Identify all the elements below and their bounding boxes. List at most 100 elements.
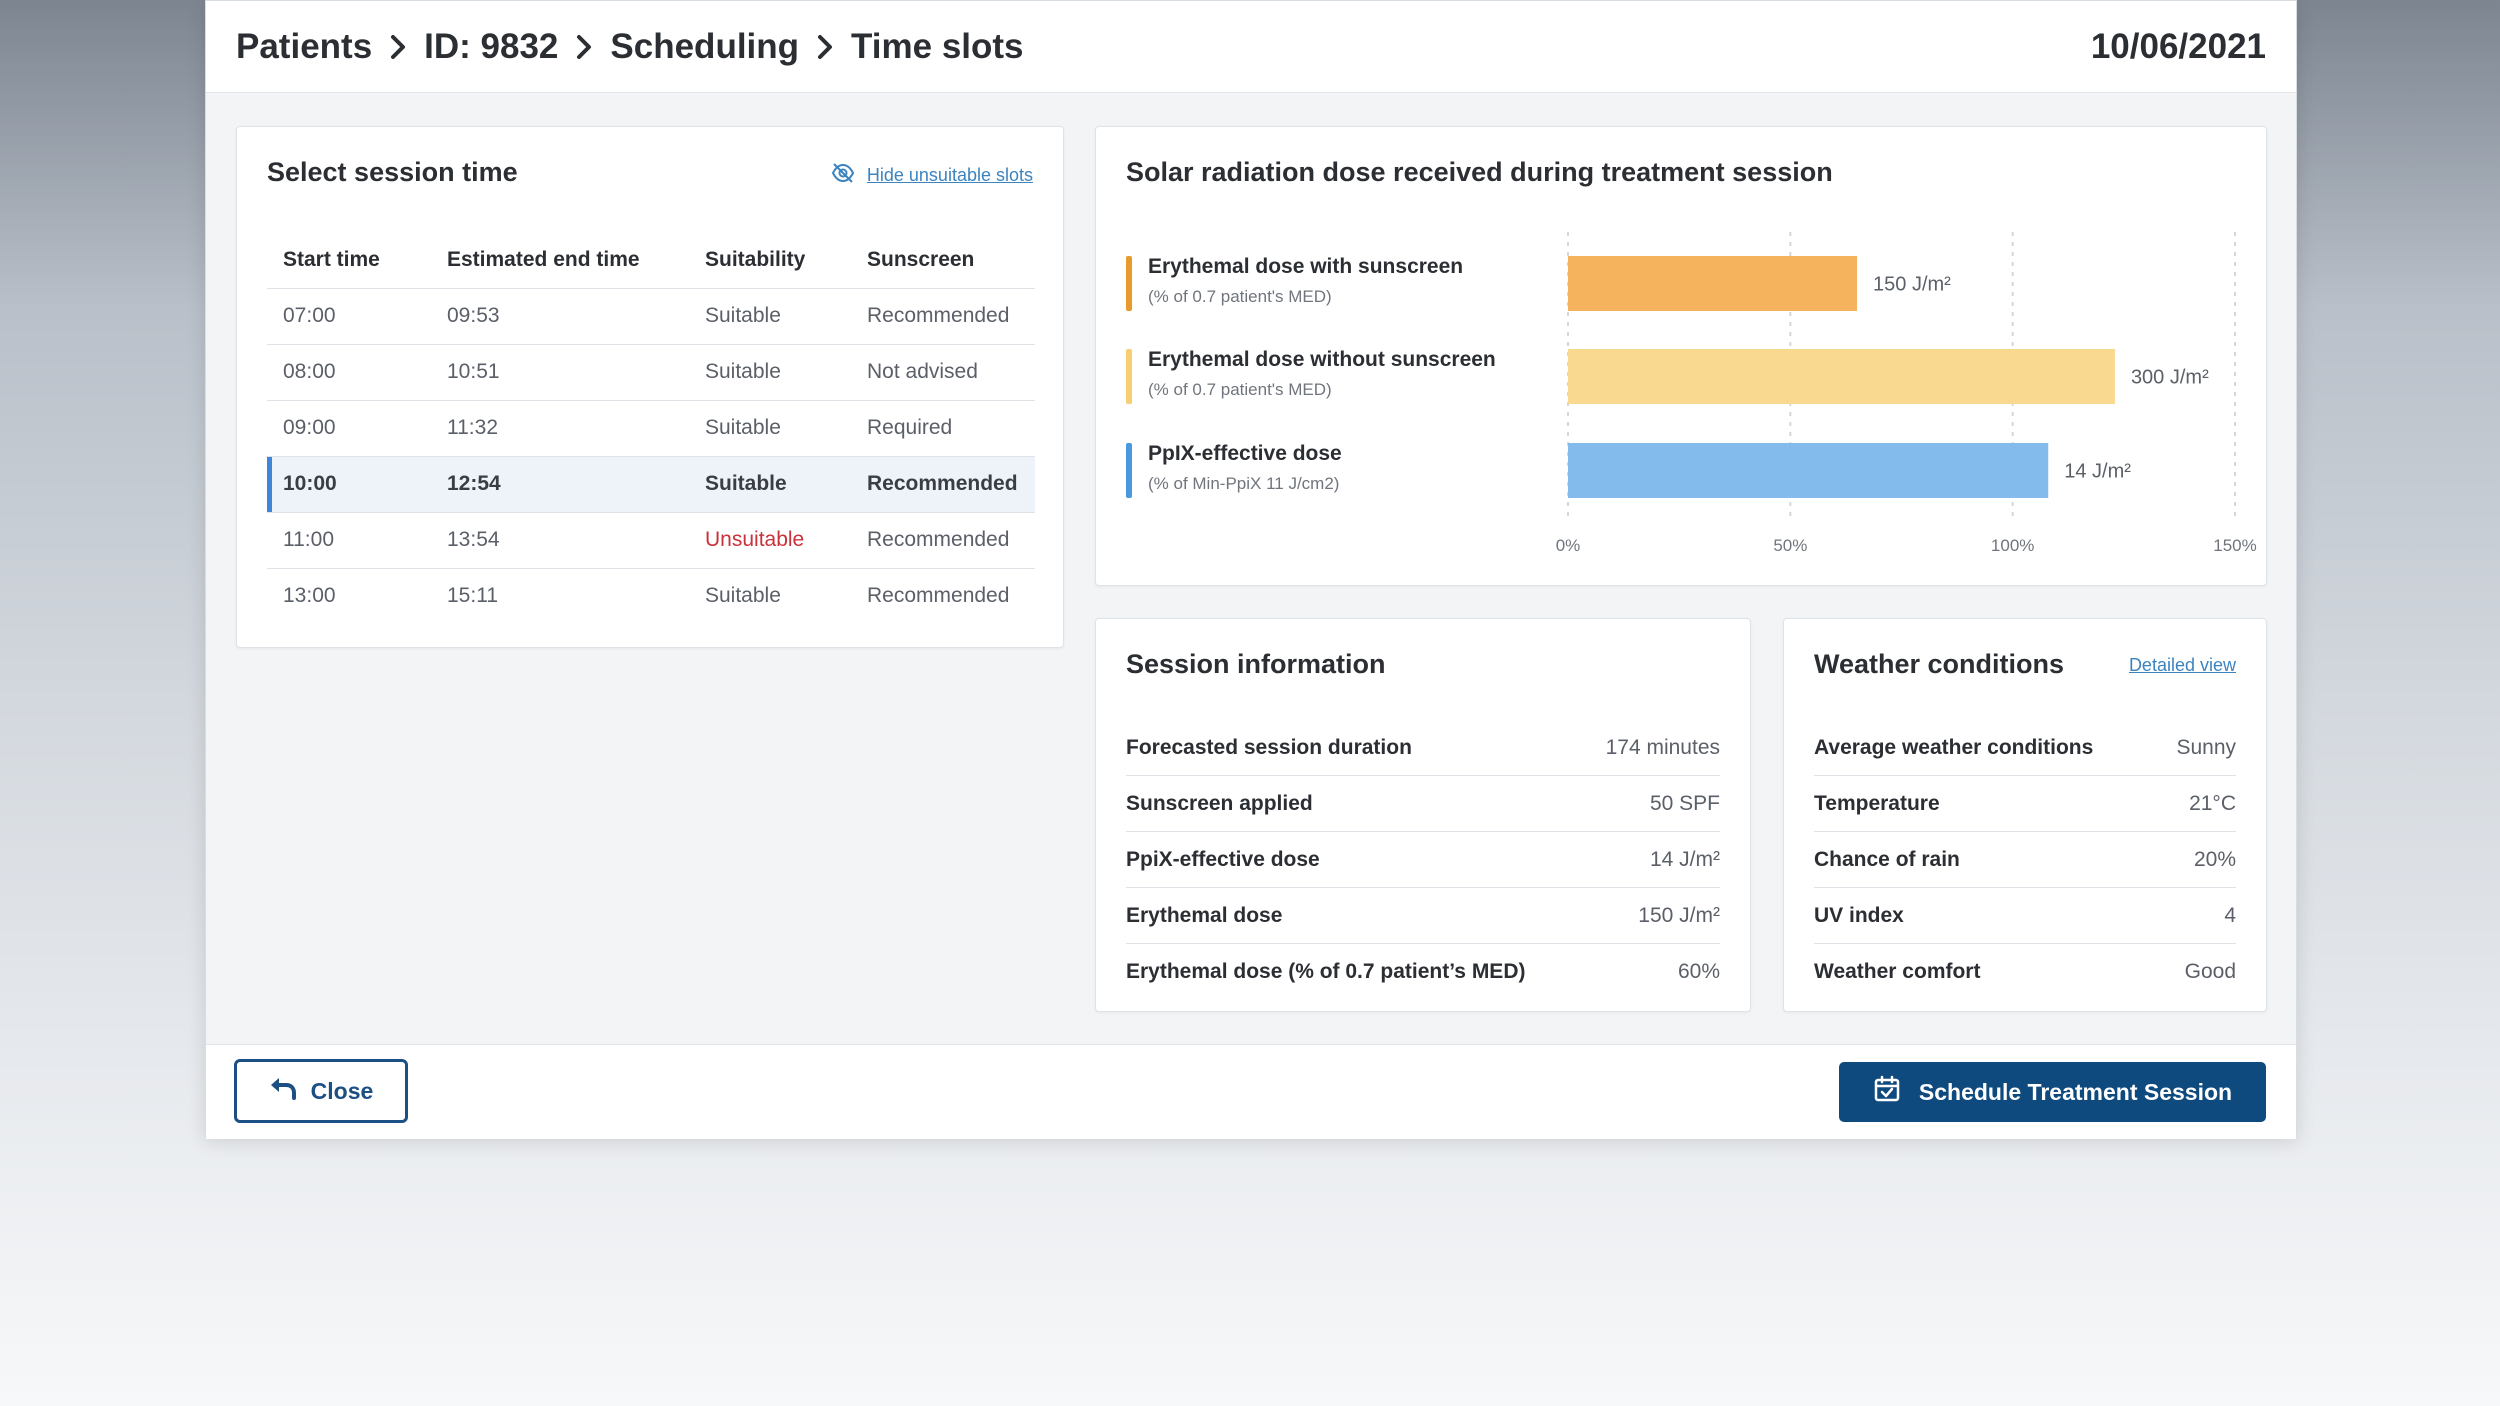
session-info-value: 174 minutes — [1605, 735, 1720, 759]
weather-info-key: Weather comfort — [1814, 960, 1981, 983]
slot-end-cell: 09:53 — [431, 288, 689, 345]
slot-sunscreen-cell: Not advised — [851, 344, 1035, 401]
chart-category-label: Erythemal dose with sunscreen (% of 0.7 p… — [1126, 253, 1463, 313]
x-tick-label: 50% — [1773, 536, 1807, 555]
category-subtitle: (% of 0.7 patient's MED) — [1148, 287, 1332, 306]
weather-info-value: Good — [2184, 960, 2236, 983]
category-title: Erythemal dose without sunscreen — [1148, 348, 1496, 371]
weather-info-key: Average weather conditions — [1814, 735, 2094, 759]
close-button-label: Close — [310, 1077, 374, 1104]
breadcrumb-time-slots: Time slots — [851, 26, 1024, 66]
session-info-key: Sunscreen applied — [1126, 791, 1313, 815]
header-date: 10/06/2021 — [2090, 26, 2266, 66]
col-sunscreen: Sunscreen — [851, 232, 1035, 289]
slot-end-cell: 13:54 — [431, 512, 689, 569]
slot-suitability-cell: Suitable — [689, 288, 851, 345]
slot-start-cell: 11:00 — [267, 512, 431, 569]
weather-list: Average weather conditions Sunny Temperatu… — [1814, 720, 2236, 1000]
breadcrumb-patients[interactable]: Patients — [236, 26, 373, 66]
dose-bar-chart: 0% 50% 100% 150% 150 J/m² 300 J/m² 14 J/m² — [1556, 232, 2257, 555]
dose-bar — [1568, 443, 2049, 498]
category-title: Erythemal dose with sunscreen — [1148, 255, 1464, 278]
slot-start-cell: 13:00 — [283, 584, 336, 608]
slot-sunscreen-cell: Recommended — [851, 288, 1035, 345]
detailed-view-link[interactable]: Detailed view — [2128, 655, 2236, 675]
weather-info-value: Sunny — [2176, 735, 2236, 759]
bar-value-label: 150 J/m² — [1873, 274, 1951, 296]
session-info-key: PpiX-effective dose — [1126, 847, 1320, 871]
session-info-row: Sunscreen applied 50 SPF — [1126, 776, 1720, 832]
series-color-marker — [1126, 349, 1132, 404]
slot-row[interactable]: 11:00 13:54 Unsuitable Recommended — [267, 512, 1035, 569]
calendar-check-icon — [1873, 1075, 1901, 1109]
bar-value-label: 14 J/m² — [2064, 461, 2131, 483]
session-info-title: Session information — [1126, 649, 1386, 679]
slot-suitability-cell: Unsuitable — [689, 512, 851, 569]
solar-dose-chart-card: Solar radiation dose received during tre… — [1095, 126, 2267, 586]
weather-info-row: Chance of rain 20% — [1814, 832, 2236, 888]
category-subtitle: (% of Min-PpiX 11 J/cm2) — [1148, 474, 1340, 493]
x-tick-label: 0% — [1556, 536, 1581, 555]
slot-row[interactable]: 13:00 15:11 Suitable Recommended — [267, 568, 1035, 624]
session-info-value: 150 J/m² — [1638, 903, 1720, 927]
series-color-marker — [1126, 256, 1132, 311]
schedule-treatment-session-button[interactable]: Schedule Treatment Session — [1839, 1062, 2266, 1122]
session-info-list: Forecasted session duration 174 minutes Su… — [1126, 720, 1720, 1000]
dose-bar — [1568, 349, 2115, 404]
breadcrumb: Patients ID: 9832 Scheduling Time slots — [236, 27, 1024, 67]
slot-row[interactable]: 08:00 10:51 Suitable Not advised — [267, 344, 1035, 401]
slot-sunscreen-cell: Recommended — [851, 456, 1035, 513]
slots-table: Start time Estimated end time Suitabilit… — [267, 232, 1035, 624]
session-info-value: 60% — [1677, 960, 1720, 983]
close-button[interactable]: Close — [234, 1059, 408, 1123]
session-info-row: Erythemal dose 150 J/m² — [1126, 888, 1720, 944]
slot-suitability-cell: Suitable — [705, 584, 781, 608]
weather-info-key: UV index — [1814, 903, 1904, 927]
reply-arrow-icon — [269, 1076, 297, 1106]
eye-off-icon — [831, 163, 855, 188]
slot-sunscreen-cell: Recommended — [867, 584, 1010, 608]
time-slots-dialog: Patients ID: 9832 Scheduling Time slots … — [205, 0, 2297, 1139]
weather-info-value: 21°C — [2189, 791, 2236, 815]
weather-conditions-card: Weather conditions Detailed view Average… — [1783, 618, 2267, 1012]
chevron-right-icon — [558, 27, 610, 67]
slot-suitability-cell: Suitable — [689, 400, 851, 457]
slot-row[interactable]: 07:00 09:53 Suitable Recommended — [267, 288, 1035, 345]
slot-suitability-cell: Suitable — [689, 344, 851, 401]
dose-bar — [1568, 256, 1858, 311]
slot-sunscreen-cell: Recommended — [851, 512, 1035, 569]
slot-end-cell: 12:54 — [431, 456, 689, 513]
session-information-card: Session information Forecasted session d… — [1095, 618, 1751, 1012]
x-tick-label: 100% — [1991, 536, 2034, 555]
session-info-key: Forecasted session duration — [1126, 735, 1412, 759]
slot-end-cell: 11:32 — [431, 400, 689, 457]
hide-unsuitable-slots-link[interactable]: Hide unsuitable slots — [831, 163, 1033, 188]
slot-row[interactable]: 09:00 11:32 Suitable Required — [267, 400, 1035, 457]
weather-title: Weather conditions — [1814, 649, 2065, 679]
slot-row[interactable]: 10:00 12:54 Suitable Recommended — [267, 456, 1035, 513]
session-time-card: Select session time Hide unsuitable slot… — [236, 126, 1064, 648]
breadcrumb-scheduling[interactable]: Scheduling — [610, 26, 800, 66]
category-subtitle: (% of 0.7 patient's MED) — [1148, 380, 1332, 399]
chart-title: Solar radiation dose received during tre… — [1126, 157, 1833, 187]
chevron-right-icon — [799, 27, 851, 67]
x-tick-label: 150% — [2213, 536, 2256, 555]
col-suitability: Suitability — [689, 232, 851, 289]
session-time-title: Select session time — [267, 157, 518, 187]
session-info-row: PpiX-effective dose 14 J/m² — [1126, 832, 1720, 888]
breadcrumb-patient-id[interactable]: ID: 9832 — [424, 26, 559, 66]
chart-category-label: Erythemal dose without sunscreen (% of 0.… — [1126, 346, 1496, 406]
weather-info-key: Temperature — [1814, 791, 1940, 815]
header-bar: Patients ID: 9832 Scheduling Time slots … — [206, 1, 2296, 93]
slot-start-cell: 08:00 — [267, 344, 431, 401]
category-title: PpIX-effective dose — [1148, 442, 1342, 465]
series-color-marker — [1126, 443, 1132, 498]
slot-start-cell: 09:00 — [267, 400, 431, 457]
slot-sunscreen-cell: Required — [851, 400, 1035, 457]
slot-end-cell: 15:11 — [447, 584, 498, 608]
bar-value-label: 300 J/m² — [2131, 367, 2209, 389]
session-info-row: Erythemal dose (% of 0.7 patient’s MED) 6… — [1126, 944, 1720, 1000]
chevron-right-icon — [372, 27, 424, 67]
slot-end-cell: 10:51 — [431, 344, 689, 401]
weather-info-value: 4 — [2224, 903, 2236, 927]
